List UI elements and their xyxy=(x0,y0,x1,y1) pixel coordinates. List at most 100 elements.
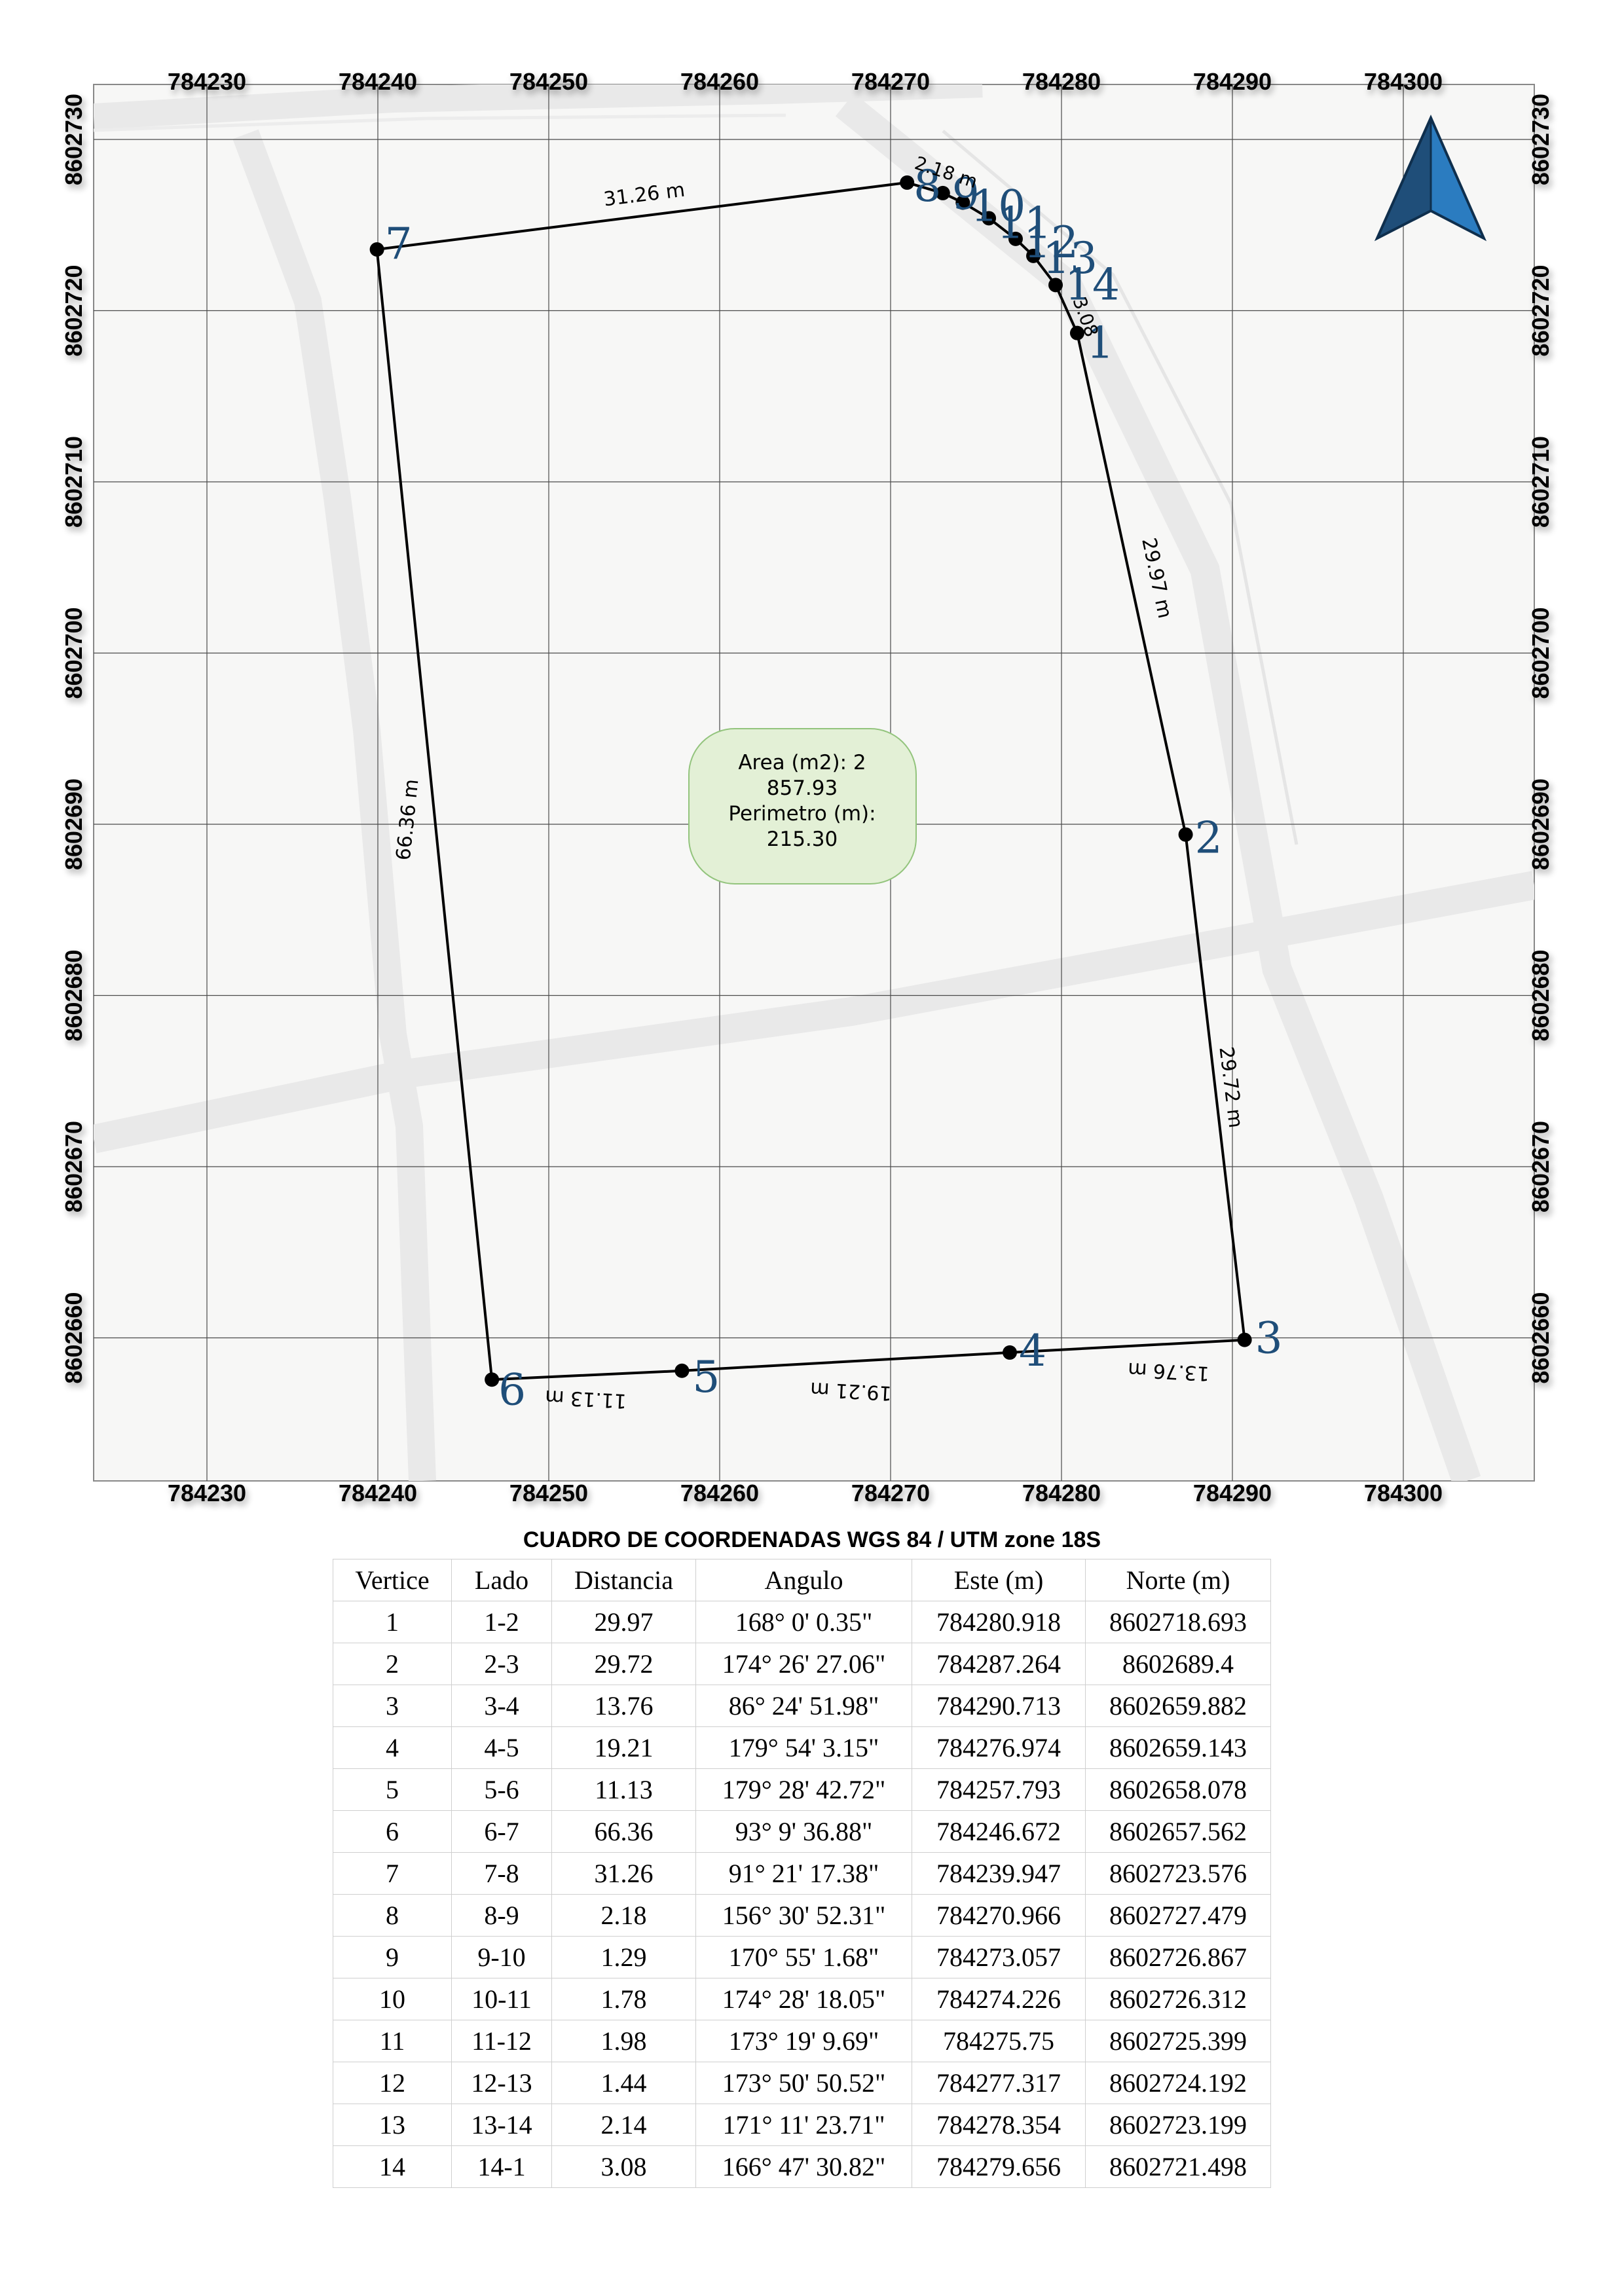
cell-vertice: 11 xyxy=(333,2020,452,2062)
cell-vertice: 8 xyxy=(333,1894,452,1937)
cell-angulo: 179° 54' 3.15" xyxy=(695,1726,912,1769)
cell-norte: 8602726.312 xyxy=(1085,1978,1271,2020)
area-line-2: 857.93 xyxy=(767,776,838,800)
y-tick-label: 8602690 xyxy=(1527,778,1554,870)
tick-shadow: 8602700 xyxy=(63,611,90,702)
cell-este: 784270.966 xyxy=(912,1894,1086,1937)
cell-este: 784273.057 xyxy=(912,1936,1086,1978)
vertex-point-6 xyxy=(485,1372,500,1387)
x-tick-label-bottom: 784240 xyxy=(339,1480,417,1506)
vertex-point-14 xyxy=(1048,278,1063,293)
x-tick-label-bottom: 784230 xyxy=(168,1480,246,1506)
vertex-point-9 xyxy=(935,185,950,200)
cell-distancia: 31.26 xyxy=(551,1852,696,1895)
vertex-label-10: 10 xyxy=(970,181,1025,231)
x-tick-label-bottom: 784270 xyxy=(851,1480,930,1506)
tick-shadow: 8602690 xyxy=(1530,782,1557,874)
y-tick-label: 8602720 xyxy=(60,264,87,356)
cell-distancia: 11.13 xyxy=(551,1768,696,1811)
cell-lado: 13-14 xyxy=(451,2104,552,2146)
y-tick-label: 8602730 xyxy=(60,94,87,185)
tick-shadow: 8602660 xyxy=(63,1296,90,1387)
table-row: 12 12-13 1.44 173° 50' 50.52" 784277.317 8602… xyxy=(333,2062,1271,2104)
cell-lado: 9-10 xyxy=(451,1936,552,1978)
y-tick-label: 8602720 xyxy=(1527,264,1554,356)
table-row: 13 13-14 2.14 171° 11' 23.71" 784278.354 8602… xyxy=(333,2104,1271,2146)
tick-shadow: 784260 xyxy=(682,1484,761,1510)
table-row: 14 14-1 3.08 166° 47' 30.82" 784279.656 86027… xyxy=(333,2145,1271,2188)
vertex-label-3: 3 xyxy=(1255,1313,1283,1364)
x-tick-label-top: 784280 xyxy=(1022,68,1101,95)
cell-vertice: 2 xyxy=(333,1643,452,1685)
cell-distancia: 2.18 xyxy=(551,1894,696,1937)
coordinate-ticks: 7842307842307842307842307842407842407842… xyxy=(60,68,1557,1510)
tick-shadow: 8602680 xyxy=(1530,953,1557,1045)
cell-este: 784276.974 xyxy=(912,1726,1086,1769)
tick-shadow: 784250 xyxy=(511,72,590,99)
vertex-point-12 xyxy=(1008,231,1023,246)
table-row: 11 11-12 1.98 173° 19' 9.69" 784275.75 860272… xyxy=(333,2020,1271,2062)
cell-este: 784275.75 xyxy=(912,2020,1086,2062)
cell-lado: 1-2 xyxy=(451,1601,552,1643)
cell-distancia: 13.76 xyxy=(551,1685,696,1727)
y-tick-label: 8602680 xyxy=(1527,949,1554,1041)
table-row: 7 7-8 31.26 91° 21' 17.38" 784239.947 8602723… xyxy=(333,1852,1271,1895)
x-tick-label-top: 784300 xyxy=(1364,68,1443,95)
cell-lado: 6-7 xyxy=(451,1810,552,1853)
y-tick-label: 8602670 xyxy=(1527,1121,1554,1212)
vertex-label-6: 6 xyxy=(498,1364,526,1415)
cell-distancia: 1.44 xyxy=(551,2062,696,2104)
cell-lado: 4-5 xyxy=(451,1726,552,1769)
tick-shadow: 784270 xyxy=(853,72,932,99)
cell-este: 784277.317 xyxy=(912,2062,1086,2104)
vertex-label-4: 4 xyxy=(1019,1326,1046,1376)
area-line-1: Area (m2): 2 xyxy=(738,751,866,774)
x-tick-label-top: 784240 xyxy=(339,68,417,95)
x-tick-label-top: 784270 xyxy=(851,68,930,95)
side-label-3-4: 13.76 m xyxy=(1127,1358,1209,1385)
cell-distancia: 29.97 xyxy=(551,1601,696,1643)
table-row: 3 3-4 13.76 86° 24' 51.98" 784290.713 8602659… xyxy=(333,1685,1271,1727)
cell-distancia: 66.36 xyxy=(551,1810,696,1853)
road-east-edge xyxy=(942,130,1299,845)
tick-shadow: 8602680 xyxy=(63,953,90,1045)
cell-distancia: 2.14 xyxy=(551,2104,696,2146)
cell-norte: 8602727.479 xyxy=(1085,1894,1271,1937)
y-tick-label: 8602660 xyxy=(60,1292,87,1383)
cell-distancia: 19.21 xyxy=(551,1726,696,1769)
tick-shadow: 8602730 xyxy=(1530,98,1557,189)
y-tick-label: 8602700 xyxy=(1527,607,1554,699)
vertex-point-5 xyxy=(674,1363,690,1378)
vertex-label-1: 1 xyxy=(1086,318,1114,369)
vertex-label-5: 5 xyxy=(692,1352,720,1402)
cell-vertice: 13 xyxy=(333,2104,452,2146)
vertex-label-9: 9 xyxy=(952,169,980,219)
tick-shadow: 8602710 xyxy=(1530,440,1557,532)
cell-distancia: 1.78 xyxy=(551,1978,696,2020)
vertex-label-13: 13 xyxy=(1043,233,1098,283)
tick-shadow: 8602720 xyxy=(1530,268,1557,360)
cell-lado: 11-12 xyxy=(451,2020,552,2062)
cell-lado: 5-6 xyxy=(451,1768,552,1811)
col-este: Este (m) xyxy=(912,1559,1086,1601)
tick-shadow: 784280 xyxy=(1024,1484,1103,1510)
cell-lado: 8-9 xyxy=(451,1894,552,1937)
road-west xyxy=(232,129,436,1481)
y-tick-label: 8602670 xyxy=(60,1121,87,1212)
tick-shadow: 784260 xyxy=(682,72,761,99)
cell-norte: 8602659.882 xyxy=(1085,1685,1271,1727)
x-tick-label-bottom: 784290 xyxy=(1193,1480,1272,1506)
col-angulo: Angulo xyxy=(695,1559,912,1601)
cell-vertice: 4 xyxy=(333,1726,452,1769)
tick-shadow: 8602710 xyxy=(63,440,90,532)
cell-angulo: 93° 9' 36.88" xyxy=(695,1810,912,1853)
vertex-point-11 xyxy=(982,211,997,226)
side-label-4-5: 19.21 m xyxy=(809,1377,892,1404)
x-tick-label-bottom: 784300 xyxy=(1364,1480,1443,1506)
vertex-point-7 xyxy=(369,242,384,257)
cell-norte: 8602723.576 xyxy=(1085,1852,1271,1895)
cell-este: 784239.947 xyxy=(912,1852,1086,1895)
table-header-row: Vertice Lado Distancia Angulo Este (m) N… xyxy=(333,1559,1271,1601)
tick-shadow: 8602670 xyxy=(63,1125,90,1216)
